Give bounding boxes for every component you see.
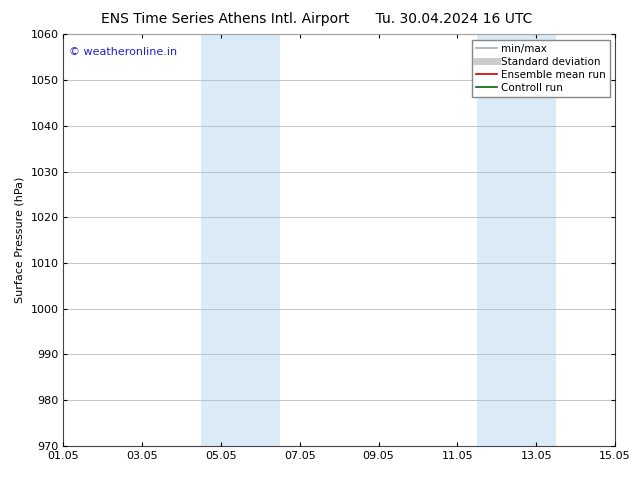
Text: ENS Time Series Athens Intl. Airport      Tu. 30.04.2024 16 UTC: ENS Time Series Athens Intl. Airport Tu.… [101,12,533,26]
Bar [477,34,556,446]
Y-axis label: Surface Pressure (hPa): Surface Pressure (hPa) [15,177,25,303]
Text: © weatheronline.in: © weatheronline.in [69,47,177,57]
Legend: min/max, Standard deviation, Ensemble mean run, Controll run: min/max, Standard deviation, Ensemble me… [472,40,610,97]
Bar [202,34,280,446]
